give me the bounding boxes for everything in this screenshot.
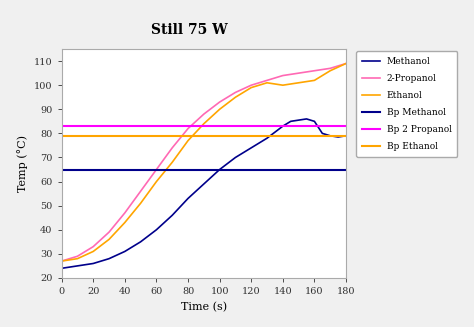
2-Propanol [67, 257, 73, 261]
Methanol [59, 267, 64, 270]
Ethanol [138, 201, 144, 205]
Text: Still 75 W: Still 75 W [151, 23, 228, 37]
2-Propanol [335, 64, 341, 68]
Ethanol [74, 257, 80, 261]
Bp Methanol [59, 167, 64, 171]
X-axis label: Time (s): Time (s) [181, 301, 227, 312]
2-Propanol [74, 254, 80, 258]
Methanol [319, 131, 325, 135]
2-Propanol [343, 61, 349, 65]
Ethanol [106, 237, 112, 241]
Methanol [201, 182, 207, 186]
Line: 2-Propanol: 2-Propanol [62, 63, 346, 261]
Methanol [185, 197, 191, 200]
Methanol [67, 265, 73, 269]
Methanol [335, 135, 341, 139]
Methanol [154, 228, 159, 232]
Ethanol [59, 259, 64, 263]
Methanol [74, 264, 80, 268]
Legend: Methanol, 2-Propanol, Ethanol, Bp Methanol, Bp 2 Propanol, Bp Ethanol: Methanol, 2-Propanol, Ethanol, Bp Methan… [356, 51, 457, 157]
Ethanol [217, 107, 222, 111]
Methanol [217, 167, 222, 171]
Ethanol [233, 95, 238, 99]
Methanol [296, 118, 301, 122]
Bp Ethanol [59, 134, 64, 138]
2-Propanol [185, 127, 191, 130]
Methanol [248, 146, 254, 150]
2-Propanol [328, 66, 333, 70]
Methanol [138, 240, 144, 244]
Bp Ethanol [60, 134, 66, 138]
Ethanol [169, 160, 175, 164]
Ethanol [311, 78, 317, 82]
2-Propanol [169, 146, 175, 150]
Methanol [343, 134, 349, 138]
Methanol [233, 156, 238, 160]
2-Propanol [91, 245, 96, 249]
2-Propanol [122, 211, 128, 215]
Ethanol [67, 258, 73, 262]
2-Propanol [138, 189, 144, 193]
Ethanol [280, 83, 286, 87]
Methanol [169, 213, 175, 217]
Methanol [304, 117, 310, 121]
2-Propanol [217, 100, 222, 104]
Ethanol [328, 69, 333, 73]
2-Propanol [264, 78, 270, 82]
2-Propanol [106, 230, 112, 234]
2-Propanol [296, 71, 301, 75]
2-Propanol [311, 69, 317, 73]
Methanol [91, 262, 96, 266]
Line: Methanol: Methanol [62, 119, 346, 268]
Y-axis label: Temp (°C): Temp (°C) [18, 135, 28, 192]
2-Propanol [201, 112, 207, 116]
Ethanol [91, 250, 96, 253]
Methanol [328, 134, 333, 138]
Bp 2 Propanol [59, 124, 64, 128]
Line: Ethanol: Ethanol [62, 63, 346, 261]
Ethanol [201, 122, 207, 126]
2-Propanol [233, 91, 238, 95]
Methanol [311, 119, 317, 123]
2-Propanol [280, 74, 286, 77]
Ethanol [264, 81, 270, 85]
Ethanol [335, 65, 341, 69]
Ethanol [343, 61, 349, 65]
Methanol [264, 136, 270, 140]
Methanol [106, 257, 112, 261]
Bp Methanol [60, 167, 66, 171]
2-Propanol [248, 83, 254, 87]
Ethanol [154, 180, 159, 183]
Ethanol [248, 86, 254, 90]
Methanol [316, 127, 322, 130]
Methanol [280, 124, 286, 128]
Ethanol [185, 139, 191, 143]
2-Propanol [154, 167, 159, 171]
Ethanol [296, 81, 301, 85]
Methanol [288, 119, 293, 123]
Methanol [122, 250, 128, 253]
2-Propanol [59, 259, 64, 263]
Bp 2 Propanol [60, 124, 66, 128]
Ethanol [122, 221, 128, 225]
